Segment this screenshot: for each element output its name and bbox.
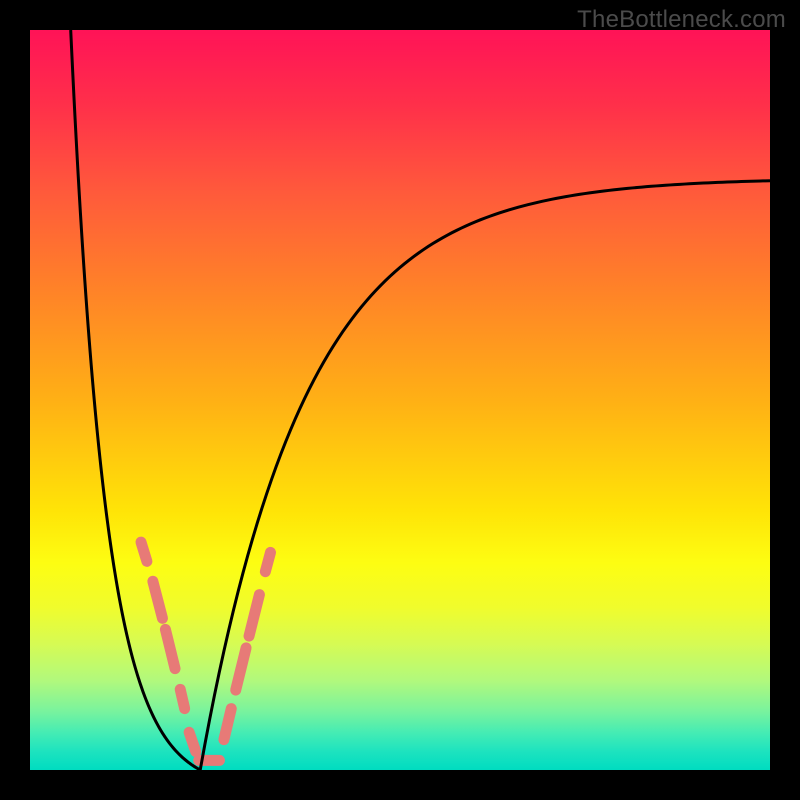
plot-background	[30, 30, 770, 770]
plot-svg	[0, 0, 800, 800]
watermark-text: TheBottleneck.com	[577, 6, 786, 34]
bottleneck-chart: TheBottleneck.com	[0, 0, 800, 800]
